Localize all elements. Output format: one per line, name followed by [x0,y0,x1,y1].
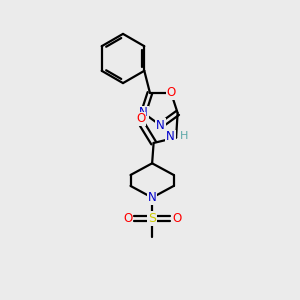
Text: N: N [148,191,157,204]
Text: O: O [123,212,132,225]
Text: N: N [156,119,165,132]
Text: H: H [180,131,189,141]
Text: O: O [167,86,176,99]
Text: N: N [166,130,175,143]
Text: O: O [136,112,145,125]
Text: N: N [139,106,148,119]
Text: S: S [148,212,156,225]
Text: O: O [172,212,181,225]
